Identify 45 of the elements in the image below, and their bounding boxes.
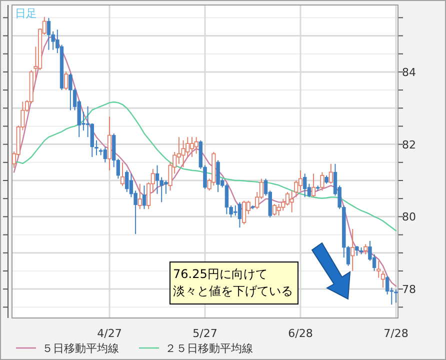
candlestick [190, 136, 194, 158]
candlestick [125, 170, 129, 193]
candlestick [68, 72, 72, 111]
candlestick [242, 200, 246, 225]
y-tick-label: 80 [402, 210, 416, 224]
annotation: 76.25円に向けて [173, 267, 268, 281]
candlestick [155, 164, 160, 194]
legend-label: ５日移動平均線 [42, 342, 119, 355]
candlestick [350, 228, 355, 272]
x-tick-label: 6/28 [288, 327, 313, 340]
candlestick [364, 244, 368, 255]
candlestick [46, 18, 51, 50]
legend-label: ２５日移動平均線 [165, 342, 253, 355]
candlestick [320, 172, 324, 192]
y-tick-label: 84 [402, 66, 416, 79]
candlestick [176, 136, 182, 164]
candlestick [238, 202, 242, 228]
candlestick [194, 136, 198, 154]
candlestick [311, 173, 316, 198]
x-tick-label: 5/27 [192, 327, 218, 340]
candlestick [298, 170, 303, 192]
candlestick [376, 260, 381, 278]
candlestick [138, 183, 142, 210]
candlestick [272, 204, 277, 216]
candlestick [142, 185, 146, 210]
candlestick [64, 71, 68, 91]
annotation: 淡々と値を下げている [173, 284, 293, 298]
x-tick-label: 4/27 [97, 327, 122, 340]
line-series [13, 101, 397, 232]
y-tick-label: 82 [402, 138, 416, 152]
y-tick-label: 78 [402, 283, 416, 296]
candlestick [285, 192, 290, 206]
x-tick-label: 7/28 [384, 327, 408, 340]
candlestick [328, 163, 333, 184]
candlestick [380, 270, 386, 288]
candlestick [120, 162, 125, 186]
candlestick [385, 276, 390, 295]
candlestick [107, 116, 112, 171]
chart-title: 日足 [15, 7, 37, 20]
candlestick [103, 146, 108, 163]
candlestick [224, 183, 229, 215]
candlestick [302, 173, 307, 198]
candlestick [181, 140, 186, 168]
candlestick [94, 140, 98, 156]
candlestick [355, 245, 359, 256]
